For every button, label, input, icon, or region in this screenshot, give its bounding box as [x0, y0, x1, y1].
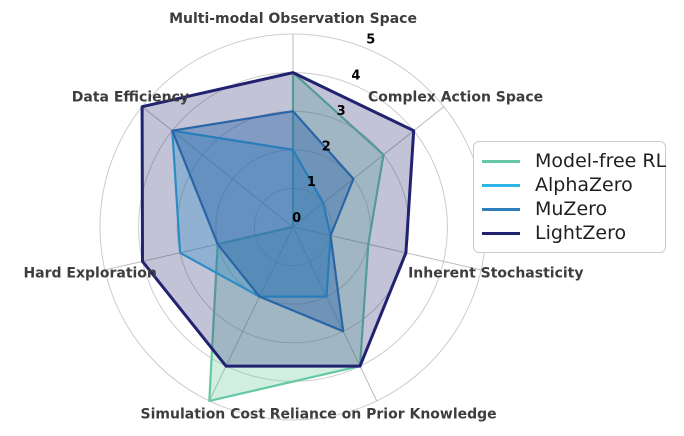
legend-swatch-model-free-rl [482, 159, 520, 163]
legend-swatch-alphazero [482, 183, 520, 187]
legend-label-model-free-rl: Model-free RL [535, 149, 667, 172]
legend-label-alphazero: AlphaZero [535, 173, 633, 196]
legend-item-muzero: MuZero [482, 197, 655, 221]
radial-tick-5: 5 [366, 33, 375, 48]
legend-swatch-muzero [482, 207, 520, 211]
axis-label-multi-modal-observation-space: Multi-modal Observation Space [169, 11, 417, 27]
radial-tick-2: 2 [322, 140, 331, 155]
axis-label-data-efficiency: Data Efficiency [72, 89, 189, 105]
radial-tick-4: 4 [351, 68, 360, 83]
legend-label-muzero: MuZero [535, 197, 608, 220]
axis-label-inherent-stochasticity: Inherent Stochasticity [408, 265, 583, 281]
series-polygon-lightzero [140, 71, 416, 368]
series-polygon-muzero [171, 110, 355, 333]
radial-tick-1: 1 [307, 175, 316, 190]
radial-tick-0: 0 [292, 211, 301, 226]
legend-item-alphazero: AlphaZero [482, 173, 655, 197]
legend-item-model-free-rl: Model-free RL [482, 149, 666, 173]
series-polygon-model-free-rl [208, 71, 385, 402]
legend-item-lightzero: LightZero [482, 221, 655, 245]
axis-label-reliance-on-prior-knowledge: Reliance on Prior Knowledge [270, 406, 497, 422]
axis-label-hard-exploration: Hard Exploration [23, 265, 156, 281]
chart-legend: Model-free RL AlphaZero MuZero LightZero [473, 141, 666, 253]
radial-tick-3: 3 [337, 104, 346, 119]
axis-spoke-3 [292, 226, 378, 402]
series-polygon-alphazero [171, 129, 332, 298]
axis-label-simulation-cost: Simulation Cost [141, 406, 266, 422]
axis-label-complex-action-space: Complex Action Space [368, 89, 543, 105]
axis-spoke-1 [292, 106, 445, 228]
legend-swatch-lightzero [482, 231, 520, 235]
axis-spoke-4 [208, 226, 294, 402]
axis-spoke-6 [141, 106, 294, 228]
axis-spoke-2 [292, 226, 482, 271]
legend-label-lightzero: LightZero [535, 221, 627, 244]
